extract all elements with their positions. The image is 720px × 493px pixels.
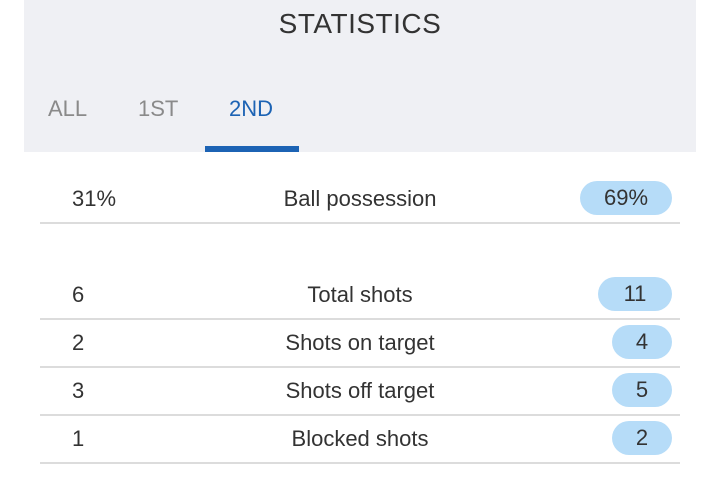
- away-value-pill: 69%: [580, 181, 672, 215]
- active-tab-indicator: [205, 146, 299, 152]
- home-value: 6: [72, 282, 85, 307]
- home-value: 31%: [72, 186, 117, 211]
- home-value: 1: [72, 426, 85, 451]
- statistics-header: [24, 0, 696, 152]
- away-value-pill: 11: [598, 277, 672, 311]
- tab-all[interactable]: ALL: [48, 96, 88, 121]
- stat-row-shots-off-target: 3 Shots off target 5: [40, 366, 680, 416]
- stat-label: Blocked shots: [291, 426, 429, 451]
- tab-2nd[interactable]: 2ND: [229, 96, 274, 121]
- stat-row-total-shots: 6 Total shots 11: [40, 270, 680, 320]
- stat-row-ball-possession: 31% Ball possession 69%: [40, 174, 680, 224]
- home-value: 2: [72, 330, 85, 355]
- stat-row-shots-on-target: 2 Shots on target 4: [40, 318, 680, 368]
- page-title: STATISTICS: [278, 8, 442, 39]
- away-value-pill: 4: [612, 325, 672, 359]
- stat-label: Ball possession: [283, 186, 437, 211]
- away-value-pill: 5: [612, 373, 672, 407]
- stat-label: Total shots: [307, 282, 413, 307]
- tab-1st[interactable]: 1ST: [138, 96, 179, 121]
- stat-label: Shots on target: [285, 330, 435, 355]
- stat-row-blocked-shots: 1 Blocked shots 2: [40, 414, 680, 464]
- stat-label: Shots off target: [285, 378, 435, 403]
- home-value: 3: [72, 378, 85, 403]
- away-value-pill: 2: [612, 421, 672, 455]
